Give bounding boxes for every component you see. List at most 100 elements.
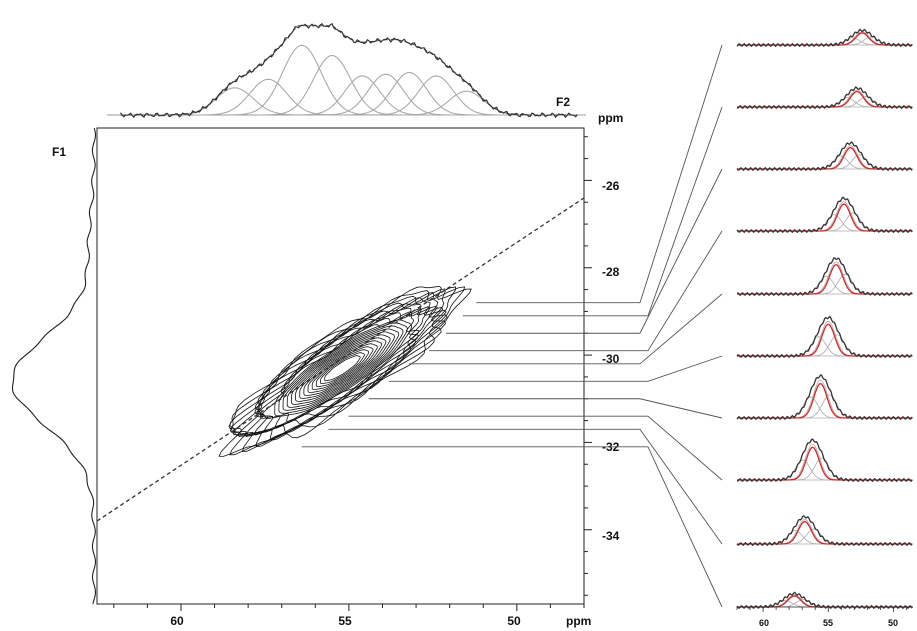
contour-level bbox=[232, 292, 448, 441]
y-tick-label: -34 bbox=[602, 529, 620, 543]
x-tick-label: 50 bbox=[507, 614, 521, 628]
slice-component bbox=[737, 457, 913, 481]
slice-fit-component bbox=[737, 32, 913, 46]
x-tick-label: 55 bbox=[338, 614, 352, 628]
contour-level bbox=[230, 288, 446, 448]
slice-data-line bbox=[736, 591, 913, 610]
slice-tick-label: 60 bbox=[759, 618, 769, 628]
slice-connector bbox=[328, 428, 723, 545]
f1-label: F1 bbox=[52, 145, 66, 159]
contour-level bbox=[278, 322, 408, 414]
slice-data-line bbox=[736, 315, 913, 359]
f1-projection-line bbox=[11, 127, 97, 605]
x-axis-unit: ppm bbox=[566, 614, 591, 628]
contour-level bbox=[253, 305, 438, 436]
x-tick-label: 60 bbox=[170, 614, 184, 628]
f2-component bbox=[362, 75, 511, 116]
slice-component bbox=[737, 145, 913, 170]
contour-level bbox=[290, 331, 395, 405]
slice-tick-label: 55 bbox=[823, 618, 833, 628]
f2-component bbox=[288, 75, 437, 116]
y-tick-label: -28 bbox=[602, 265, 620, 279]
contour-level bbox=[299, 337, 387, 399]
contour-level bbox=[324, 355, 361, 382]
slice-data-line bbox=[736, 514, 913, 547]
slice-component bbox=[737, 154, 913, 170]
slice-data-line bbox=[736, 141, 913, 172]
slice-connector bbox=[462, 106, 723, 317]
slice-component bbox=[737, 336, 913, 357]
slice-connector bbox=[409, 293, 723, 365]
contour-level bbox=[257, 308, 422, 429]
slice-component bbox=[737, 459, 913, 481]
contour-level bbox=[295, 334, 391, 402]
slice-connector bbox=[301, 446, 723, 608]
y-axis-unit: ppm bbox=[598, 111, 623, 125]
slice-component bbox=[737, 214, 913, 232]
diagonal-line bbox=[96, 197, 585, 522]
f2-projection bbox=[107, 22, 586, 119]
f2-fit-sum bbox=[120, 25, 578, 116]
contour-plot bbox=[218, 286, 472, 457]
x-axis bbox=[113, 604, 585, 611]
f2-component bbox=[228, 44, 376, 116]
slice-component bbox=[737, 261, 913, 295]
f2-component bbox=[312, 73, 460, 116]
slice-fit-component bbox=[737, 264, 913, 295]
slice-fit-component bbox=[737, 147, 913, 170]
slice-component bbox=[737, 320, 913, 357]
contour-level bbox=[244, 303, 444, 438]
contour-level bbox=[303, 340, 383, 396]
slice-connector bbox=[368, 398, 723, 419]
y-tick-label: -26 bbox=[602, 179, 620, 193]
slice-data-line bbox=[736, 196, 913, 234]
slice-x-axis bbox=[736, 606, 913, 612]
contour-level bbox=[229, 286, 457, 453]
contour-level bbox=[274, 319, 412, 417]
plot-frame bbox=[96, 127, 585, 605]
slice-fit-component bbox=[737, 446, 913, 481]
slice-connector bbox=[445, 168, 723, 334]
slice-data-line bbox=[736, 256, 913, 297]
slice-component bbox=[737, 334, 913, 357]
slice-tick-label: 50 bbox=[888, 618, 898, 628]
f2-label: F2 bbox=[556, 95, 570, 109]
f2-component bbox=[335, 71, 484, 116]
slice-fit-component bbox=[737, 203, 913, 232]
contour-level bbox=[282, 325, 404, 411]
slice-data-line bbox=[736, 374, 913, 421]
slice-panels bbox=[736, 28, 913, 610]
f2-component bbox=[392, 90, 541, 116]
contour-level bbox=[257, 306, 431, 433]
slice-connector bbox=[476, 44, 723, 304]
contour-level bbox=[237, 297, 447, 437]
f2-component bbox=[160, 87, 309, 116]
contour-level bbox=[311, 346, 374, 391]
slice-data-line bbox=[736, 86, 913, 110]
slice-connector bbox=[429, 230, 723, 352]
slice-component bbox=[737, 89, 913, 108]
slice-component bbox=[737, 96, 913, 108]
slice-connector bbox=[348, 415, 723, 481]
slice-data-line bbox=[736, 438, 913, 483]
f2-component bbox=[258, 54, 406, 116]
f2-projection-line bbox=[120, 22, 578, 119]
contour-level bbox=[286, 328, 400, 408]
slice-fit-component bbox=[737, 382, 913, 419]
slice-component bbox=[737, 212, 913, 232]
slice-connector bbox=[388, 355, 723, 382]
y-tick-label: -30 bbox=[602, 352, 620, 366]
slice-data-line bbox=[736, 28, 913, 48]
f1-projection bbox=[11, 127, 97, 605]
slice-component bbox=[737, 530, 913, 545]
contour-level bbox=[315, 349, 370, 387]
slice-component bbox=[737, 528, 913, 545]
contour-level bbox=[320, 352, 365, 384]
y-axis bbox=[584, 136, 592, 596]
contour-level bbox=[218, 286, 472, 457]
slice-connectors bbox=[301, 44, 723, 608]
slice-component bbox=[737, 31, 913, 46]
slice-component bbox=[737, 201, 913, 232]
slice-component bbox=[737, 155, 913, 170]
